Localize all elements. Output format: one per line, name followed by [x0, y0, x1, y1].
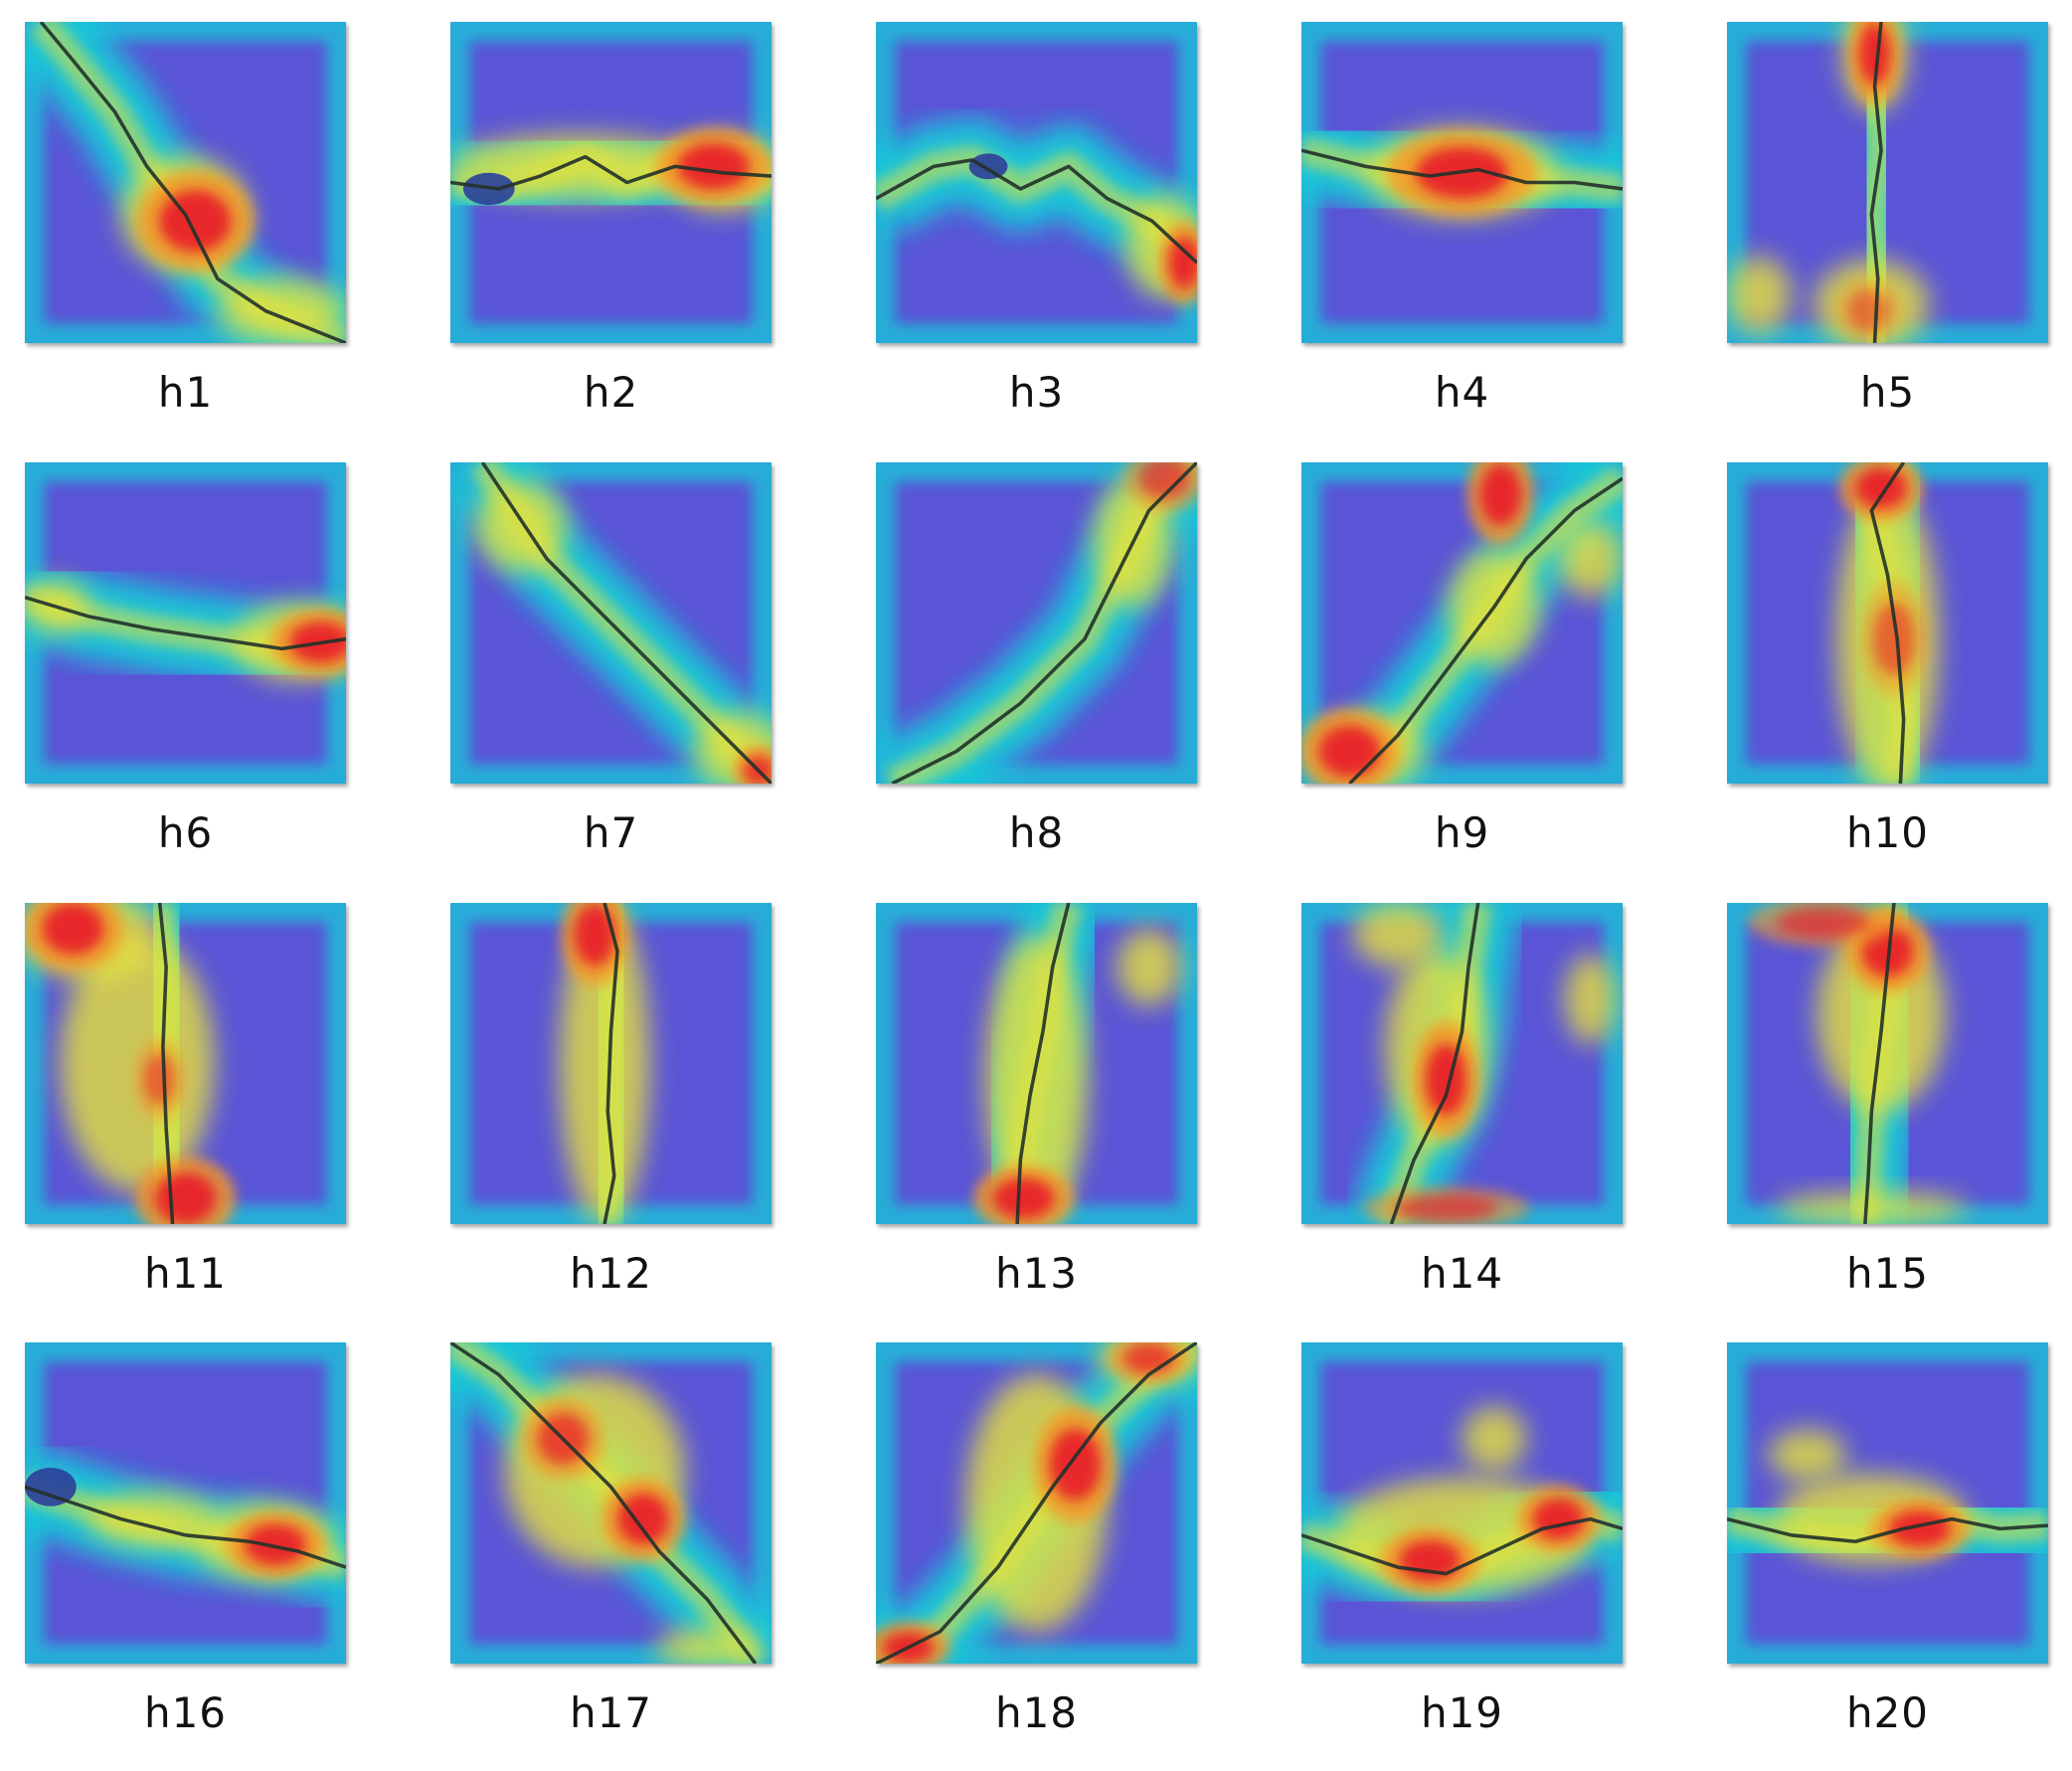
- heatmap-panel: h12: [450, 903, 772, 1295]
- crack-heatmap-image: [25, 1342, 346, 1664]
- panel-label: h8: [1008, 808, 1065, 857]
- heatmap-panel: h10: [1727, 462, 2048, 854]
- panel-label: h10: [1845, 808, 1930, 857]
- heatmap-panel: h3: [876, 22, 1197, 414]
- crack-heatmap-image: [1301, 462, 1623, 784]
- heatmap-panel: h1: [25, 22, 346, 414]
- panel-label: h2: [583, 368, 639, 417]
- heatmap-panel: h17: [450, 1342, 772, 1734]
- panel-label: h13: [994, 1249, 1079, 1298]
- crack-heatmap-image: [1301, 903, 1623, 1224]
- crack-heatmap-image: [450, 903, 772, 1224]
- crack-heatmap-image: [1727, 22, 2048, 343]
- crack-heatmap-image: [1727, 1342, 2048, 1664]
- crack-heatmap-image: [450, 1342, 772, 1664]
- crack-heatmap-image: [876, 1342, 1197, 1664]
- heatmap-panel: h7: [450, 462, 772, 854]
- heatmap-panel: h20: [1727, 1342, 2048, 1734]
- heatmap-panel: h18: [876, 1342, 1197, 1734]
- panel-label: h3: [1008, 368, 1065, 417]
- heatmap-panel: h4: [1301, 22, 1623, 414]
- crack-heatmap-image: [450, 462, 772, 784]
- panel-label: h9: [1434, 808, 1490, 857]
- panel-label: h5: [1859, 368, 1916, 417]
- heatmap-panel: h16: [25, 1342, 346, 1734]
- crack-heatmap-image: [1301, 1342, 1623, 1664]
- panel-label: h15: [1845, 1249, 1930, 1298]
- heatmap-panel: h8: [876, 462, 1197, 854]
- crack-heatmap-image: [450, 22, 772, 343]
- panel-label: h4: [1434, 368, 1490, 417]
- crack-heatmap-image: [25, 903, 346, 1224]
- crack-heatmap-image: [876, 22, 1197, 343]
- panel-label: h6: [157, 808, 214, 857]
- panel-label: h17: [569, 1688, 653, 1737]
- heatmap-panel: h13: [876, 903, 1197, 1295]
- panel-label: h12: [569, 1249, 653, 1298]
- heatmap-panel: h9: [1301, 462, 1623, 854]
- crack-heatmap-image: [25, 462, 346, 784]
- heatmap-panel: h11: [25, 903, 346, 1295]
- crack-heatmap-image: [1727, 903, 2048, 1224]
- panel-label: h20: [1845, 1688, 1930, 1737]
- heatmap-panel: h15: [1727, 903, 2048, 1295]
- panel-label: h18: [994, 1688, 1079, 1737]
- panel-label: h14: [1420, 1249, 1504, 1298]
- panel-label: h19: [1420, 1688, 1504, 1737]
- crack-heatmap-image: [1301, 22, 1623, 343]
- crack-heatmap-image: [1727, 462, 2048, 784]
- panel-label: h7: [583, 808, 639, 857]
- heatmap-panel: h14: [1301, 903, 1623, 1295]
- heatmap-panel: h5: [1727, 22, 2048, 414]
- panel-label: h16: [143, 1688, 228, 1737]
- heatmap-panel: h19: [1301, 1342, 1623, 1734]
- panel-label: h1: [157, 368, 214, 417]
- heatmap-panel: h6: [25, 462, 346, 854]
- crack-heatmap-image: [876, 462, 1197, 784]
- panel-label: h11: [143, 1249, 228, 1298]
- crack-heatmap-image: [25, 22, 346, 343]
- heatmap-panel: h2: [450, 22, 772, 414]
- crack-heatmap-image: [876, 903, 1197, 1224]
